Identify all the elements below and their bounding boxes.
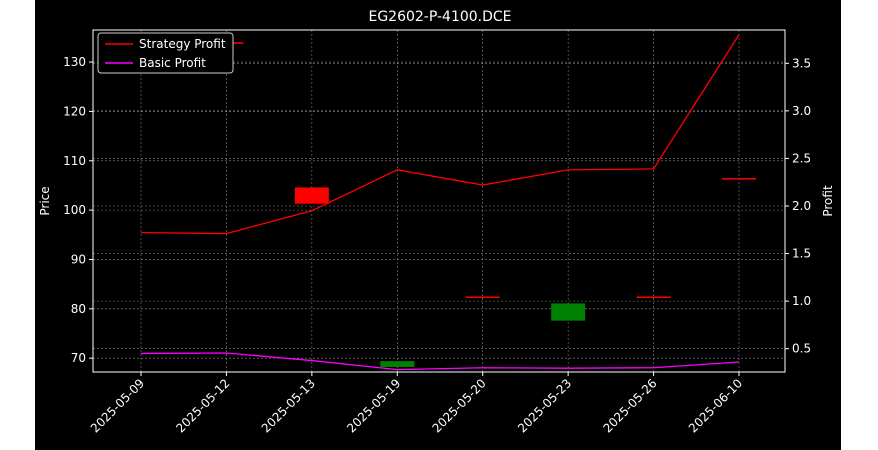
right-tick-label: 2.5 bbox=[792, 151, 811, 165]
right-axis-label: Profit bbox=[821, 185, 835, 217]
left-tick-label: 110 bbox=[63, 154, 86, 168]
plot-frame bbox=[92, 29, 786, 373]
left-tick-label: 80 bbox=[71, 302, 86, 316]
x-axis: 2025-05-09 2025-05-12 2025-05-13 2025-05-19… bbox=[88, 372, 745, 435]
right-tick-label: 0.5 bbox=[792, 342, 811, 356]
figure-background: EG2602-P-4100.DCE 70 80 90 100 110 120 130 0.5… bbox=[35, 0, 841, 450]
left-axis: 70 80 90 100 110 120 130 bbox=[63, 55, 93, 365]
x-tick-label: 2025-05-20 bbox=[430, 376, 489, 435]
chart-title: EG2602-P-4100.DCE bbox=[368, 9, 511, 25]
x-tick-label: 2025-05-19 bbox=[344, 376, 403, 435]
chart-svg: EG2602-P-4100.DCE 70 80 90 100 110 120 130 0.5… bbox=[38, 9, 835, 435]
legend-label-strategy-profit: Strategy Profit bbox=[139, 37, 226, 51]
right-tick-label: 2.0 bbox=[792, 199, 811, 213]
x-tick-label: 2025-05-23 bbox=[515, 376, 574, 435]
left-axis-label: Price bbox=[38, 186, 52, 215]
right-tick-label: 3.5 bbox=[792, 56, 811, 70]
candle-body bbox=[465, 296, 500, 298]
left-tick-label: 120 bbox=[63, 104, 86, 118]
right-axis: 0.5 1.0 1.5 2.0 2.5 3.0 3.5 bbox=[785, 56, 811, 356]
grid-layer bbox=[93, 30, 785, 372]
candle-body bbox=[294, 187, 329, 204]
left-tick-label: 70 bbox=[71, 351, 86, 365]
right-tick-label: 3.0 bbox=[792, 104, 811, 118]
candle-body bbox=[636, 296, 671, 298]
x-tick-label: 2025-05-09 bbox=[88, 376, 147, 435]
x-tick-label: 2025-05-13 bbox=[259, 376, 318, 435]
right-tick-label: 1.5 bbox=[792, 247, 811, 261]
legend: Strategy Profit Basic Profit bbox=[97, 32, 234, 74]
basic-profit-line bbox=[140, 352, 740, 371]
legend-label-basic-profit: Basic Profit bbox=[139, 56, 206, 70]
left-tick-label: 130 bbox=[63, 55, 86, 69]
candle-body bbox=[380, 361, 415, 368]
strategy-profit-line bbox=[140, 34, 740, 235]
left-tick-label: 100 bbox=[63, 203, 86, 217]
x-tick-label: 2025-05-26 bbox=[600, 376, 659, 435]
x-tick-label: 2025-05-12 bbox=[173, 376, 232, 435]
line-layer bbox=[140, 34, 740, 371]
x-tick-label: 2025-06-10 bbox=[686, 376, 745, 435]
candle-body bbox=[722, 178, 756, 180]
candle-layer bbox=[124, 42, 756, 368]
candle-body bbox=[551, 303, 586, 321]
right-tick-label: 1.0 bbox=[792, 294, 811, 308]
left-tick-label: 90 bbox=[71, 252, 86, 266]
